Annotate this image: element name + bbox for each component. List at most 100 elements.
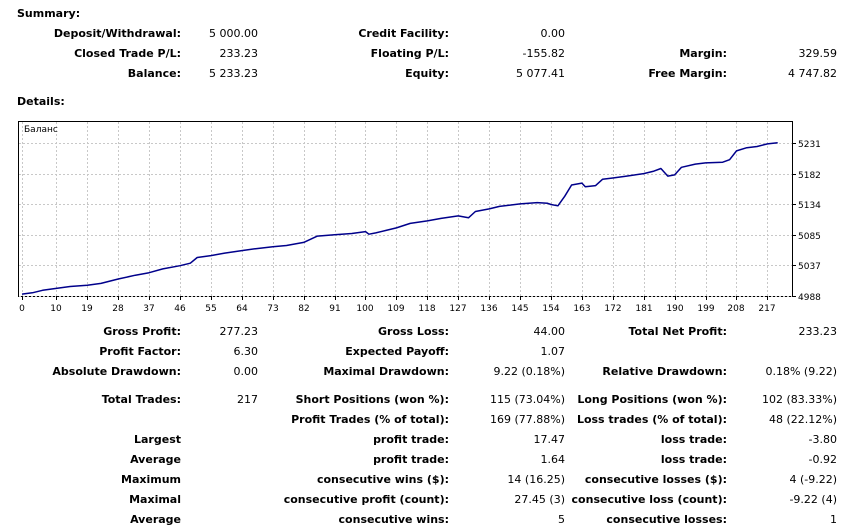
x-tick-label: 37: [143, 304, 154, 314]
loss-trades-value: 48 (22.12%): [768, 413, 837, 426]
largest-profit-label: profit trade:: [373, 433, 449, 446]
total-trades-value: 217: [237, 393, 258, 406]
avg-consec-wins-label: consecutive wins:: [338, 513, 449, 526]
loss-trades-label: Loss trades (% of total):: [576, 413, 727, 426]
total-net-profit-label: Total Net Profit:: [628, 325, 728, 338]
x-tick-label: 127: [449, 304, 466, 314]
equity-label: Equity:: [405, 67, 449, 80]
x-tick-label: 28: [112, 304, 124, 314]
max-consec-wins-value: 14 (16.25): [507, 473, 565, 486]
average-loss-label: loss trade:: [660, 453, 727, 466]
x-axis: 0 10 19 28 37 46 55 64 73 82 91 100 109 118 127 136 145 1…: [19, 296, 776, 314]
largest-loss-value: -3.80: [808, 433, 837, 446]
largest-label: Largest: [134, 433, 181, 446]
x-tick-label: 136: [480, 304, 497, 314]
x-tick-label: 208: [727, 304, 744, 314]
y-tick-label: 5231: [798, 140, 821, 150]
y-axis: 4988 5037 5085 5134 5182 5231: [792, 140, 821, 303]
chart-grid: [19, 122, 792, 297]
floating-pl-label: Floating P/L:: [370, 47, 449, 60]
x-tick-label: 145: [511, 304, 528, 314]
x-tick-label: 10: [50, 304, 62, 314]
x-tick-label: 46: [174, 304, 186, 314]
balance-chart: Баланс 0 10 19 28 37 46 55 64 73 82 91 100 109 118 127…: [18, 121, 821, 314]
chart-series: [21, 141, 778, 295]
total-net-profit-value: 233.23: [798, 325, 838, 338]
maximum-label: Maximum: [121, 473, 181, 486]
gross-loss-label: Gross Loss:: [378, 325, 449, 338]
average-profit-label: profit trade:: [373, 453, 449, 466]
avg-consec-losses-label: consecutive losses:: [606, 513, 727, 526]
balance-series-line: [21, 141, 778, 295]
x-tick-label: 181: [635, 304, 652, 314]
long-positions-value: 102 (83.33%): [761, 393, 837, 406]
y-tick-label: 5037: [798, 262, 821, 272]
y-tick-label: 4988: [798, 293, 821, 303]
profit-factor-value: 6.30: [233, 345, 259, 358]
expected-payoff-value: 1.07: [540, 345, 566, 358]
maximal-consec-profit-label: consecutive profit (count):: [283, 493, 449, 506]
largest-profit-value: 17.47: [533, 433, 566, 446]
total-trades-label: Total Trades:: [101, 393, 181, 406]
gross-profit-label: Gross Profit:: [103, 325, 181, 338]
short-positions-value: 115 (73.04%): [489, 393, 565, 406]
absolute-drawdown-label: Absolute Drawdown:: [52, 365, 181, 378]
largest-loss-label: loss trade:: [660, 433, 727, 446]
maximal-consec-profit-value: 27.45 (3): [514, 493, 565, 506]
profit-trades-label: Profit Trades (% of total):: [291, 413, 449, 426]
expected-payoff-label: Expected Payoff:: [345, 345, 449, 358]
x-tick-label: 217: [758, 304, 775, 314]
max-consec-losses-value: 4 (-9.22): [789, 473, 837, 486]
x-tick-label: 190: [666, 304, 683, 314]
floating-pl-value: -155.82: [522, 47, 565, 60]
credit-value: 0.00: [540, 27, 566, 40]
x-tick-label: 64: [236, 304, 248, 314]
average-profit-value: 1.64: [540, 453, 566, 466]
y-tick-label: 5182: [798, 171, 821, 181]
x-tick-label: 154: [542, 304, 559, 314]
avg-consec-losses-value: 1: [830, 513, 837, 526]
absolute-drawdown-value: 0.00: [233, 365, 259, 378]
y-tick-label: 5085: [798, 232, 821, 242]
average2-label: Average: [130, 513, 181, 526]
x-tick-label: 91: [329, 304, 340, 314]
x-tick-label: 163: [573, 304, 590, 314]
deposit-label: Deposit/Withdrawal:: [53, 27, 181, 40]
margin-label: Margin:: [679, 47, 727, 60]
profit-trades-value: 169 (77.88%): [489, 413, 565, 426]
free-margin-label: Free Margin:: [648, 67, 727, 80]
margin-value: 329.59: [798, 47, 838, 60]
long-positions-label: Long Positions (won %):: [577, 393, 727, 406]
x-tick-label: 73: [267, 304, 278, 314]
profit-factor-label: Profit Factor:: [99, 345, 181, 358]
maximal-label: Maximal: [129, 493, 181, 506]
average-loss-value: -0.92: [808, 453, 837, 466]
x-tick-label: 199: [697, 304, 714, 314]
free-margin-value: 4 747.82: [788, 67, 837, 80]
chart-plot-area: [18, 121, 793, 297]
maximal-drawdown-label: Maximal Drawdown:: [323, 365, 449, 378]
max-consec-losses-label: consecutive losses ($):: [584, 473, 727, 486]
maximal-consec-loss-value: -9.22 (4): [789, 493, 837, 506]
gross-loss-value: 44.00: [533, 325, 566, 338]
relative-drawdown-value: 0.18% (9.22): [765, 365, 837, 378]
x-tick-label: 55: [205, 304, 216, 314]
x-tick-label: 118: [418, 304, 435, 314]
maximal-consec-loss-label: consecutive loss (count):: [571, 493, 727, 506]
x-tick-label: 109: [387, 304, 404, 314]
chart-title: Баланс: [24, 125, 58, 135]
y-tick-label: 5134: [798, 201, 821, 211]
deposit-value: 5 000.00: [209, 27, 258, 40]
short-positions-label: Short Positions (won %):: [295, 393, 449, 406]
credit-label: Credit Facility:: [358, 27, 449, 40]
x-tick-label: 19: [81, 304, 93, 314]
closed-pl-value: 233.23: [219, 47, 259, 60]
average-label: Average: [130, 453, 181, 466]
gross-profit-value: 277.23: [219, 325, 259, 338]
relative-drawdown-label: Relative Drawdown:: [602, 365, 727, 378]
details-title: Details:: [17, 95, 65, 108]
maximal-drawdown-value: 9.22 (0.18%): [493, 365, 565, 378]
equity-value: 5 077.41: [516, 67, 565, 80]
summary-title: Summary:: [17, 7, 81, 20]
x-tick-label: 0: [19, 304, 25, 314]
